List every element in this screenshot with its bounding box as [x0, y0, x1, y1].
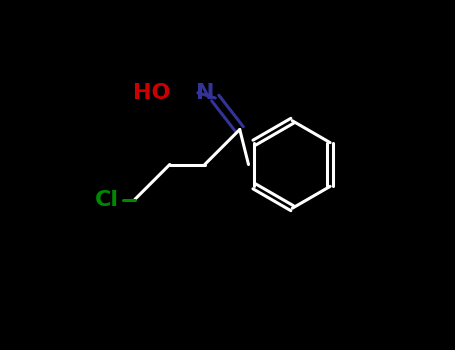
Text: N: N	[196, 83, 214, 103]
Text: HO: HO	[133, 83, 171, 103]
Text: Cl: Cl	[95, 189, 119, 210]
